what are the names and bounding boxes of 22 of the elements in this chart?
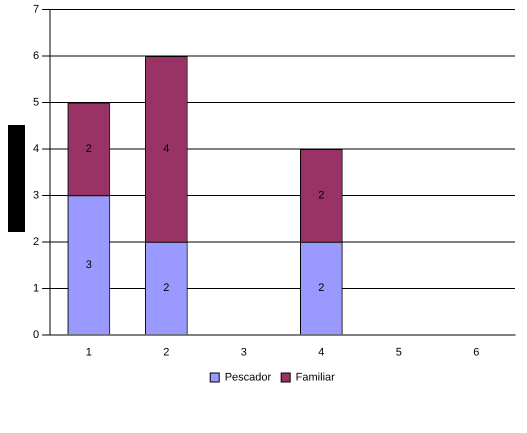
x-tick-label: 3 [240, 346, 247, 358]
data-label: 2 [163, 282, 170, 294]
legend-label: Pescador [224, 372, 272, 384]
x-tick-label: 6 [473, 346, 480, 358]
data-label: 4 [163, 143, 170, 156]
y-tick-label: 3 [32, 189, 40, 202]
legend-label: Familiar [296, 372, 336, 384]
y-tick-label: 1 [32, 282, 40, 294]
x-tick-label: 5 [396, 346, 402, 358]
data-label: 2 [318, 189, 324, 202]
y-tick-label: 7 [32, 4, 40, 16]
data-label: 3 [86, 258, 92, 271]
x-tick-label: 1 [86, 346, 92, 358]
y-tick-label: 4 [32, 143, 40, 156]
y-tick-label: 6 [32, 50, 40, 62]
y-tick-label: 5 [32, 96, 40, 109]
x-tick-label: 2 [163, 346, 170, 358]
y-tick-label: 2 [32, 236, 40, 248]
data-label: 2 [86, 143, 92, 156]
x-tick-label: 4 [318, 346, 324, 358]
data-label: 2 [318, 282, 324, 294]
y-tick-label: 0 [32, 328, 40, 341]
